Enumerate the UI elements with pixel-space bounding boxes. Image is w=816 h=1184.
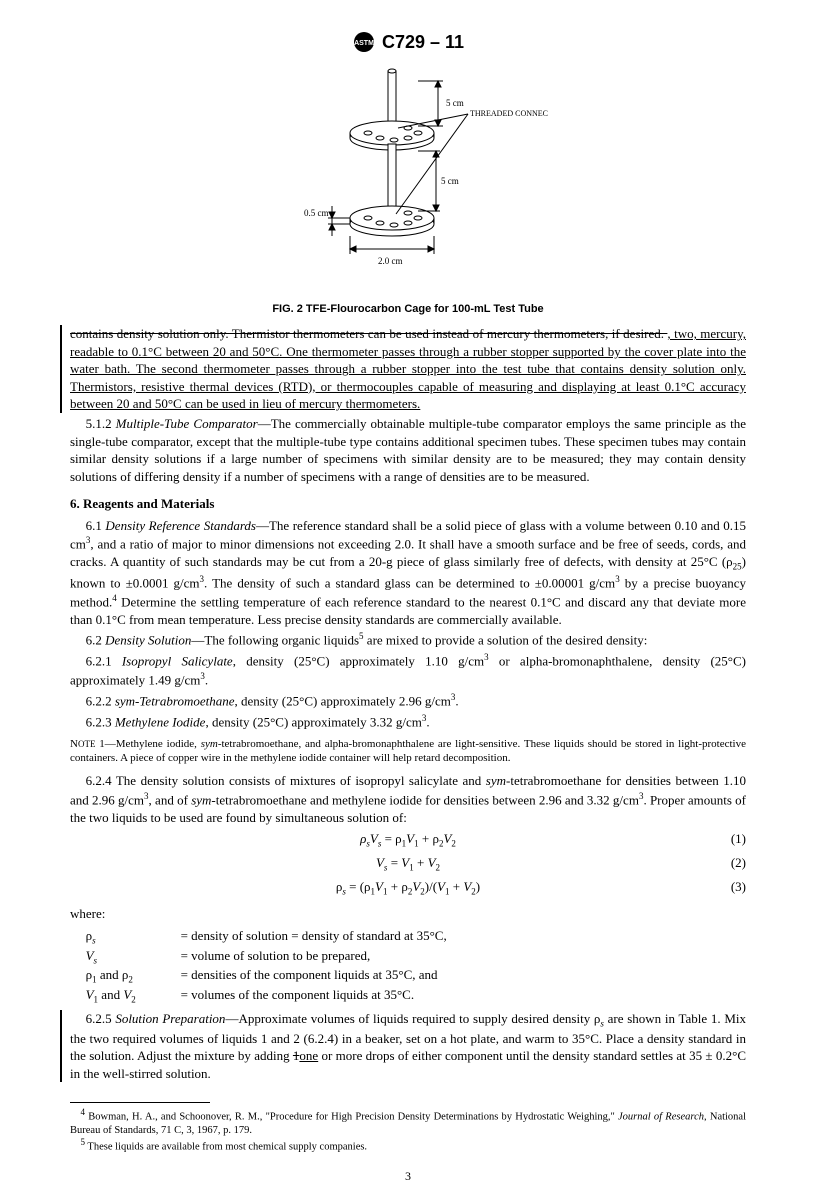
note-1: NOTE 1—Methylene iodide, sym-tetrabromoe… — [70, 737, 746, 767]
footnote-5: 5 These liquids are available from most … — [70, 1137, 746, 1154]
equation-3: ρs = (ρ1V1 + ρ2V2)/(V1 + V2)(3) — [70, 878, 746, 898]
equation-1: ρsVs = ρ1V1 + ρ2V2(1) — [70, 830, 746, 850]
astm-logo-icon: ASTM — [352, 30, 376, 54]
figure-2: 5 cm THREADED CONNECTIONS 5 cm 0.5 cm 2.… — [70, 66, 746, 317]
para-6-1: 6.1 Density Reference Standards—The refe… — [70, 517, 746, 628]
footnote-4: 4 Bowman, H. A., and Schoonover, R. M., … — [70, 1107, 746, 1137]
dim-top: 5 cm — [446, 98, 464, 108]
where-label: where: — [70, 905, 746, 923]
page-number: 3 — [70, 1168, 746, 1184]
page-header: ASTM C729 – 11 — [70, 30, 746, 60]
designation-number: C729 – 11 — [382, 30, 464, 54]
dim-diam: 2.0 cm — [378, 256, 403, 266]
equation-2: Vs = V1 + V2(2) — [70, 854, 746, 874]
para-6-2-3: 6.2.3 Methylene Iodide, density (25°C) a… — [70, 712, 746, 731]
para-5-1-2: 5.1.2 Multiple-Tube Comparator—The comme… — [70, 415, 746, 485]
struck-text-1: contains density solution only. Thermist… — [70, 326, 667, 341]
para-6-2: 6.2 Density Solution—The following organ… — [70, 630, 746, 649]
para-6-2-4: 6.2.4 The density solution consists of m… — [70, 772, 746, 826]
para-6-2-1: 6.2.1 Isopropyl Salicylate, density (25°… — [70, 651, 746, 689]
para-6-2-2: 6.2.2 sym-Tetrabromoethane, density (25°… — [70, 691, 746, 710]
figure-caption: FIG. 2 TFE-Flourocarbon Cage for 100-mL … — [70, 302, 746, 317]
svg-text:ASTM: ASTM — [354, 40, 374, 47]
label-threaded: THREADED CONNECTIONS — [470, 109, 548, 118]
section-6-head: 6. Reagents and Materials — [70, 495, 746, 513]
where-list: ρs= density of solution = density of sta… — [86, 927, 746, 1006]
dim-mid: 5 cm — [441, 176, 459, 186]
revision-block-1: contains density solution only. Thermist… — [60, 325, 746, 413]
dim-thick: 0.5 cm — [304, 208, 329, 218]
revision-block-2: 6.2.5 Solution Preparation—Approximate v… — [60, 1010, 746, 1082]
